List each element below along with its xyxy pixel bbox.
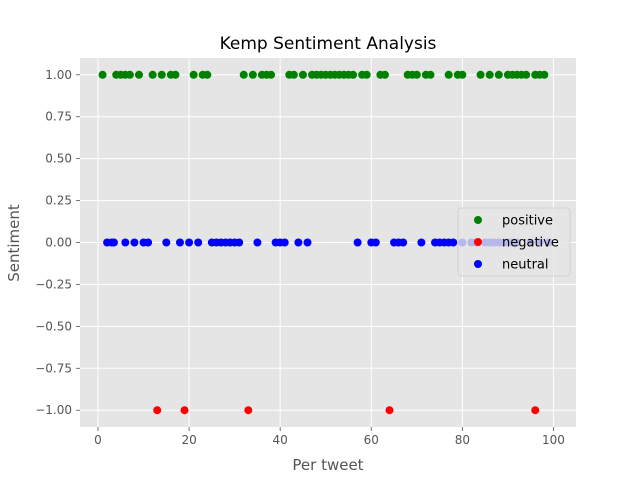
negative-point bbox=[244, 406, 253, 415]
x-tick-label: 60 bbox=[364, 433, 379, 447]
x-axis-label: Per tweet bbox=[292, 456, 363, 474]
y-tick-label: 0.50 bbox=[45, 152, 72, 166]
y-tick-label: −0.75 bbox=[35, 361, 72, 375]
y-tick-label: 1.00 bbox=[45, 68, 72, 82]
neutral-point bbox=[253, 238, 262, 247]
y-tick-label: −1.00 bbox=[35, 403, 72, 417]
neutral-point bbox=[175, 238, 184, 247]
negative-point bbox=[385, 406, 394, 415]
positive-point bbox=[485, 70, 494, 79]
positive-point bbox=[540, 70, 549, 79]
y-tick-label: −0.50 bbox=[35, 319, 72, 333]
y-tick-label: 0.00 bbox=[45, 236, 72, 250]
neutral-point bbox=[130, 238, 139, 247]
positive-point bbox=[476, 70, 485, 79]
positive-point bbox=[98, 70, 107, 79]
legend-box bbox=[457, 207, 571, 277]
x-tick-label: 100 bbox=[542, 433, 565, 447]
legend: positive negative neutral bbox=[457, 207, 571, 277]
x-axis-ticks: 0 20 40 60 80 100 bbox=[94, 427, 565, 447]
neutral-point bbox=[449, 238, 458, 247]
positive-point bbox=[298, 70, 307, 79]
positive-point bbox=[444, 70, 453, 79]
positive-point bbox=[157, 70, 166, 79]
neutral-point bbox=[353, 238, 362, 247]
legend-label-negative: negative bbox=[502, 236, 559, 251]
neutral-point bbox=[280, 238, 289, 247]
positive-point bbox=[522, 70, 531, 79]
positive-point bbox=[203, 70, 212, 79]
positive-point bbox=[125, 70, 134, 79]
y-axis-ticks: 1.00 0.75 0.50 0.25 0.00 −0.25 −0.50 −0.75 −1.00 bbox=[35, 68, 80, 417]
neutral-point bbox=[185, 238, 194, 247]
y-tick-label: 0.75 bbox=[45, 110, 72, 124]
neutral-point bbox=[371, 238, 380, 247]
positive-point bbox=[426, 70, 435, 79]
neutral-point bbox=[399, 238, 408, 247]
positive-point bbox=[412, 70, 421, 79]
positive-point bbox=[289, 70, 298, 79]
negative-point bbox=[153, 406, 162, 415]
positive-point bbox=[380, 70, 389, 79]
legend-marker-negative bbox=[474, 238, 482, 246]
neutral-point bbox=[109, 238, 118, 247]
y-axis-label: Sentiment bbox=[5, 204, 23, 282]
positive-point bbox=[362, 70, 371, 79]
x-tick-label: 40 bbox=[273, 433, 288, 447]
x-tick-label: 0 bbox=[94, 433, 102, 447]
series-positive bbox=[98, 70, 549, 79]
series-negative bbox=[153, 406, 540, 415]
positive-point bbox=[239, 70, 248, 79]
neutral-point bbox=[235, 238, 244, 247]
x-tick-label: 20 bbox=[181, 433, 196, 447]
neutral-point bbox=[121, 238, 130, 247]
legend-marker-neutral bbox=[474, 260, 482, 268]
positive-point bbox=[267, 70, 276, 79]
neutral-point bbox=[417, 238, 426, 247]
chart-title: Kemp Sentiment Analysis bbox=[220, 34, 437, 54]
legend-label-neutral: neutral bbox=[502, 258, 549, 273]
negative-point bbox=[180, 406, 189, 415]
positive-point bbox=[134, 70, 143, 79]
neutral-point bbox=[294, 238, 303, 247]
neutral-point bbox=[194, 238, 203, 247]
positive-point bbox=[171, 70, 180, 79]
positive-point bbox=[189, 70, 198, 79]
legend-label-positive: positive bbox=[502, 214, 553, 229]
neutral-point bbox=[162, 238, 171, 247]
positive-point bbox=[458, 70, 467, 79]
x-tick-label: 80 bbox=[455, 433, 470, 447]
legend-marker-positive bbox=[474, 216, 482, 224]
y-tick-label: 0.25 bbox=[45, 194, 72, 208]
positive-point bbox=[494, 70, 503, 79]
neutral-point bbox=[303, 238, 312, 247]
y-tick-label: −0.25 bbox=[35, 277, 72, 291]
positive-point bbox=[148, 70, 157, 79]
negative-point bbox=[531, 406, 540, 415]
positive-point bbox=[248, 70, 257, 79]
positive-point bbox=[349, 70, 358, 79]
neutral-point bbox=[144, 238, 153, 247]
